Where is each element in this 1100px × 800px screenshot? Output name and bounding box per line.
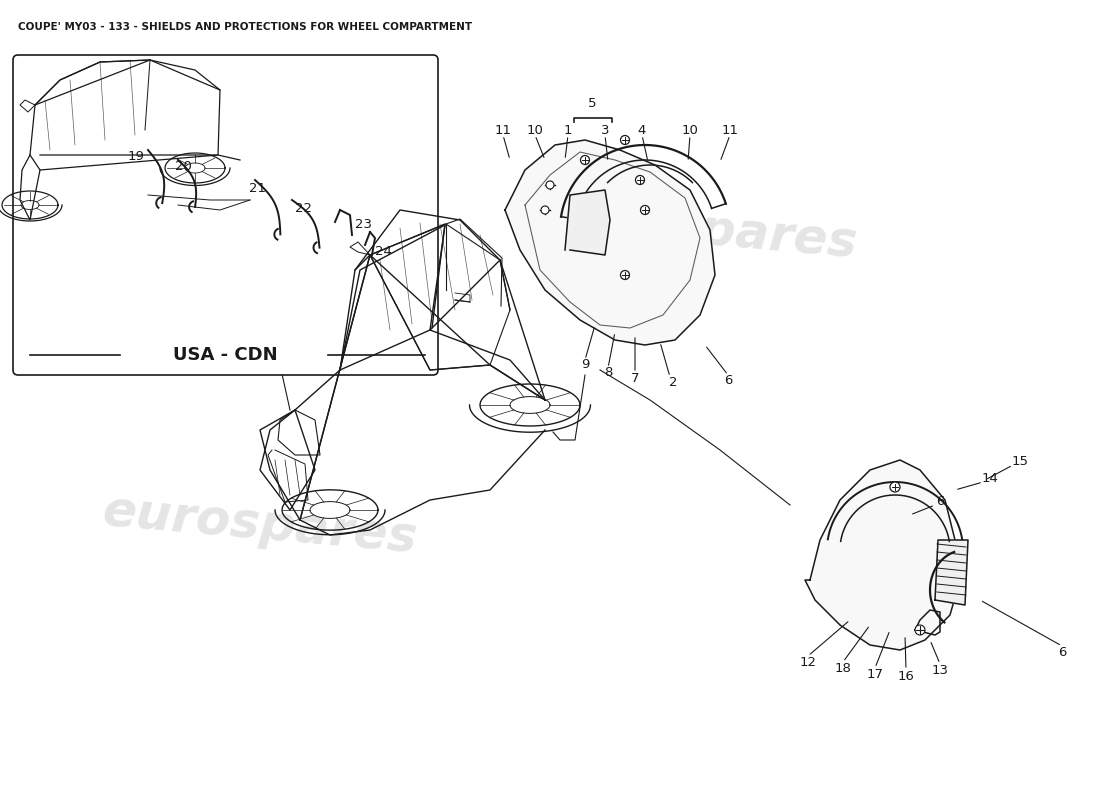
Text: 10: 10 [682, 123, 698, 137]
Text: 7: 7 [630, 371, 639, 385]
Text: 17: 17 [867, 667, 883, 681]
Circle shape [620, 270, 629, 279]
Text: 18: 18 [835, 662, 851, 674]
Text: 13: 13 [932, 663, 948, 677]
Text: 2: 2 [669, 375, 678, 389]
Polygon shape [505, 140, 715, 345]
Text: 11: 11 [495, 123, 512, 137]
Circle shape [636, 175, 645, 185]
Text: 10: 10 [527, 123, 543, 137]
Polygon shape [935, 540, 968, 605]
Text: 21: 21 [249, 182, 265, 195]
Text: eurospares: eurospares [100, 487, 419, 562]
Text: 6: 6 [936, 495, 944, 508]
Circle shape [581, 155, 590, 165]
Circle shape [640, 206, 649, 214]
Text: 24: 24 [375, 245, 392, 258]
Text: 5: 5 [587, 97, 596, 110]
Text: 6: 6 [724, 374, 733, 386]
Text: 3: 3 [601, 123, 609, 137]
Text: 14: 14 [981, 472, 999, 485]
Text: 16: 16 [898, 670, 914, 682]
Text: 15: 15 [1012, 455, 1028, 468]
Text: 4: 4 [638, 123, 646, 137]
Text: 23: 23 [355, 218, 372, 231]
Circle shape [890, 482, 900, 492]
Circle shape [541, 206, 549, 214]
Text: USA - CDN: USA - CDN [173, 346, 277, 364]
Text: 22: 22 [296, 202, 312, 215]
Circle shape [546, 181, 554, 189]
Text: 12: 12 [800, 655, 816, 669]
Text: COUPE' MY03 - 133 - SHIELDS AND PROTECTIONS FOR WHEEL COMPARTMENT: COUPE' MY03 - 133 - SHIELDS AND PROTECTI… [18, 22, 472, 32]
Text: eurospares: eurospares [540, 192, 859, 268]
Text: 19: 19 [128, 150, 144, 163]
Text: 1: 1 [563, 123, 572, 137]
Polygon shape [565, 190, 610, 255]
Circle shape [620, 135, 629, 145]
Text: 20: 20 [175, 160, 191, 173]
Text: 11: 11 [722, 123, 738, 137]
Text: 6: 6 [1058, 646, 1066, 658]
Polygon shape [805, 460, 960, 650]
Text: 9: 9 [581, 358, 590, 371]
Text: 8: 8 [604, 366, 613, 379]
FancyBboxPatch shape [13, 55, 438, 375]
Circle shape [915, 625, 925, 635]
